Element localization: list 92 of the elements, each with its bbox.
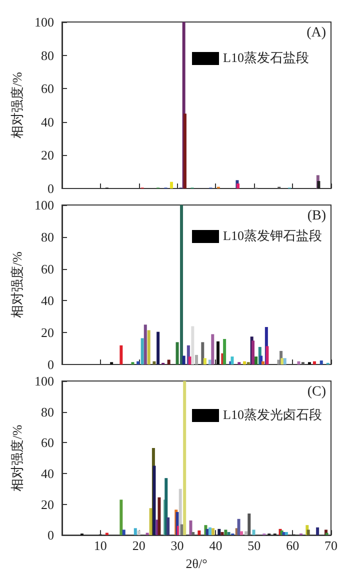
y-tick-label: 20 bbox=[41, 148, 54, 163]
bar bbox=[284, 532, 288, 536]
bar bbox=[158, 497, 161, 536]
bar bbox=[164, 478, 168, 536]
bar bbox=[183, 381, 186, 536]
bar bbox=[283, 358, 286, 364]
bar bbox=[216, 341, 220, 364]
text: L10蒸发石盐段 bbox=[223, 49, 309, 67]
bar bbox=[316, 527, 320, 536]
x-tick-label: 30 bbox=[170, 538, 184, 554]
bar bbox=[208, 527, 212, 536]
bar bbox=[297, 361, 300, 364]
bar bbox=[183, 114, 186, 188]
y-axis-title: 相对强度/% bbox=[10, 251, 25, 318]
bar bbox=[195, 354, 198, 364]
x-tick-label: 70 bbox=[324, 538, 338, 554]
y-tick-label: 40 bbox=[41, 114, 54, 130]
bar bbox=[134, 528, 137, 536]
bar bbox=[230, 356, 234, 364]
bar bbox=[261, 361, 264, 364]
bar bbox=[152, 466, 156, 536]
bar bbox=[120, 345, 123, 364]
bar bbox=[201, 342, 204, 364]
y-tick-label: 20 bbox=[41, 325, 54, 340]
annotation: (A) bbox=[306, 26, 326, 40]
bar bbox=[144, 324, 147, 364]
y-tick-label: 40 bbox=[41, 293, 54, 308]
bar bbox=[211, 334, 214, 364]
bar bbox=[152, 361, 156, 364]
y-axis-title: 相对强度/% bbox=[10, 424, 25, 492]
text: L10蒸发光卤石段 bbox=[223, 406, 322, 424]
y-tick-label: 60 bbox=[41, 435, 54, 450]
bar bbox=[191, 326, 194, 364]
bar bbox=[223, 338, 226, 364]
y-tick-label: 0 bbox=[48, 357, 54, 372]
x-tick-label: 20 bbox=[132, 538, 146, 554]
bar bbox=[212, 528, 215, 536]
bar bbox=[140, 338, 144, 364]
bar bbox=[166, 517, 170, 536]
y-tick-label: 20 bbox=[41, 496, 54, 512]
y-axis-title: 相对强度/% bbox=[10, 72, 25, 138]
bar bbox=[266, 346, 269, 364]
y-tick-label: 60 bbox=[41, 81, 54, 96]
x-tick-label: 40 bbox=[209, 538, 222, 554]
y-tick-label: 80 bbox=[41, 404, 54, 420]
bar bbox=[203, 358, 206, 364]
bar bbox=[156, 332, 160, 364]
bar bbox=[280, 358, 284, 364]
bar bbox=[218, 528, 221, 536]
x-tick-label: 60 bbox=[286, 538, 300, 554]
bar bbox=[236, 184, 240, 188]
bar bbox=[198, 530, 201, 536]
y-tick-label: 100 bbox=[34, 198, 54, 212]
annotation: (B) bbox=[307, 208, 326, 224]
x-axis-title: 2θ/° bbox=[186, 556, 208, 571]
bar bbox=[120, 500, 123, 536]
bar bbox=[176, 342, 179, 364]
bar bbox=[167, 360, 170, 364]
bar bbox=[220, 532, 224, 536]
y-tick-label: 100 bbox=[34, 14, 54, 30]
bar bbox=[136, 361, 140, 364]
y-tick-label: 80 bbox=[41, 229, 54, 244]
bar bbox=[251, 340, 254, 364]
x-tick-label: 50 bbox=[248, 538, 261, 554]
y-tick-label: 100 bbox=[34, 374, 54, 388]
bar bbox=[189, 520, 192, 536]
bar bbox=[243, 361, 246, 364]
y-tick-label: 80 bbox=[41, 48, 54, 63]
bar bbox=[240, 531, 243, 536]
bar bbox=[317, 181, 320, 188]
bar bbox=[306, 530, 310, 536]
bar bbox=[237, 518, 240, 536]
bar bbox=[122, 530, 126, 536]
x-tick-label: 10 bbox=[94, 538, 107, 554]
bar bbox=[248, 514, 251, 536]
y-tick-label: 0 bbox=[48, 528, 54, 543]
bar bbox=[224, 530, 228, 536]
bar bbox=[320, 360, 323, 364]
text: L10蒸发钾石盐段 bbox=[223, 227, 322, 245]
bar bbox=[254, 356, 258, 364]
bar bbox=[170, 182, 174, 188]
bar bbox=[192, 532, 195, 536]
bar bbox=[227, 532, 230, 536]
y-tick-label: 40 bbox=[41, 466, 54, 481]
bar bbox=[182, 356, 186, 364]
bar bbox=[147, 330, 150, 364]
bar bbox=[180, 205, 184, 364]
annotation: (C) bbox=[307, 384, 326, 400]
bar bbox=[244, 531, 248, 536]
y-tick-label: 0 bbox=[48, 181, 54, 196]
y-tick-label: 60 bbox=[41, 261, 54, 276]
bar bbox=[312, 361, 316, 364]
